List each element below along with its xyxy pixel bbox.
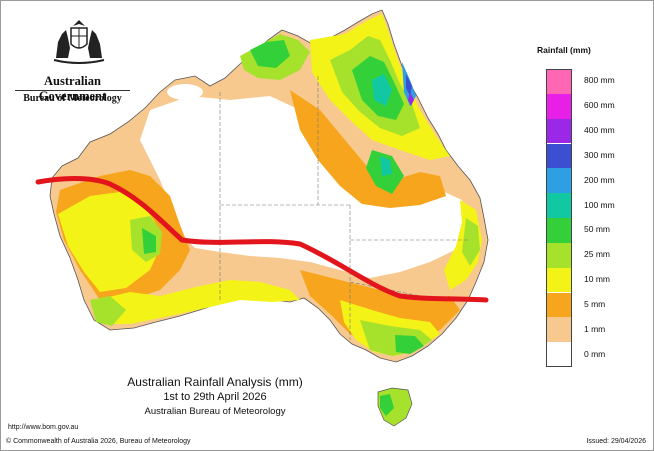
red-annotation-line bbox=[35, 176, 489, 303]
legend-title: Rainfall (mm) bbox=[537, 45, 591, 55]
legend-label: 0 mm bbox=[584, 348, 606, 359]
legend-swatch bbox=[546, 118, 572, 144]
legend-label: 800 mm bbox=[584, 75, 615, 86]
logo-divider bbox=[15, 90, 130, 91]
caption-title: Australian Rainfall Analysis (mm) bbox=[127, 375, 303, 389]
legend-label: 400 mm bbox=[584, 125, 615, 136]
legend-label: 10 mm bbox=[584, 274, 610, 285]
legend-swatch bbox=[546, 193, 572, 218]
dry-interior bbox=[140, 96, 468, 278]
legend-swatch bbox=[546, 242, 572, 268]
legend-swatch bbox=[546, 69, 572, 94]
legend-label: 100 mm bbox=[584, 199, 615, 210]
bom-url-link[interactable]: http://www.bom.gov.au bbox=[8, 424, 79, 431]
copyright-text: © Commonwealth of Australia 2026, Bureau… bbox=[6, 438, 191, 445]
legend-swatch bbox=[546, 292, 572, 318]
legend-swatch bbox=[546, 218, 572, 243]
bureau-name: Bureau of Meteorology bbox=[23, 93, 122, 104]
legend-swatch bbox=[546, 143, 572, 169]
legend-label: 50 mm bbox=[584, 224, 610, 235]
legend-label: 5 mm bbox=[584, 298, 606, 309]
government-title: Australian Government bbox=[38, 74, 107, 103]
legend-swatch bbox=[546, 317, 572, 343]
legend-label: 25 mm bbox=[584, 249, 610, 260]
legend-swatch bbox=[546, 267, 572, 293]
caption-source: Australian Bureau of Meteorology bbox=[144, 406, 286, 417]
legend-label: 200 mm bbox=[584, 174, 615, 185]
coat-of-arms-icon bbox=[53, 20, 105, 64]
legend-swatch bbox=[546, 168, 572, 194]
legend-label: 300 mm bbox=[584, 149, 615, 160]
legend-swatch bbox=[546, 342, 572, 367]
issued-date: Issued: 29/04/2026 bbox=[586, 438, 646, 445]
legend-label: 1 mm bbox=[584, 323, 606, 334]
legend-swatch bbox=[546, 93, 572, 119]
caption-period: 1st to 29th April 2026 bbox=[163, 391, 267, 403]
legend-label: 600 mm bbox=[584, 100, 615, 111]
